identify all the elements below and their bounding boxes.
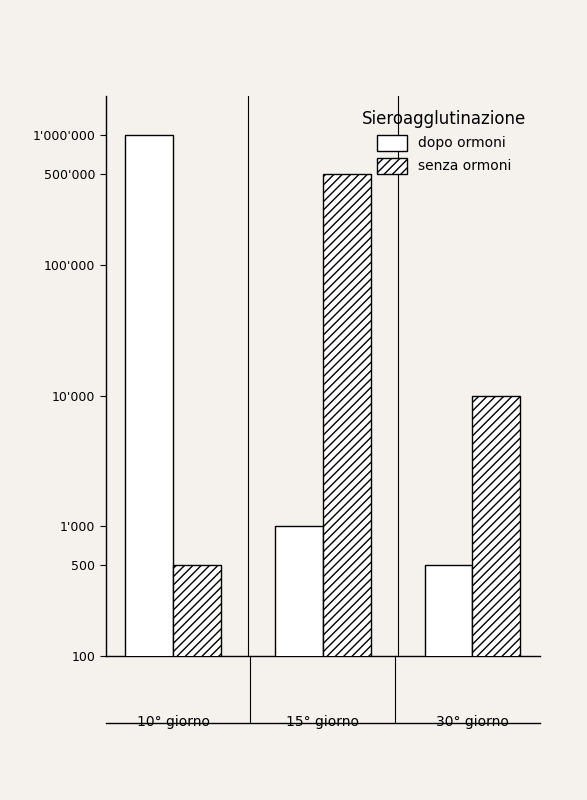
- Bar: [424, 565, 473, 800]
- Bar: [275, 526, 323, 800]
- Text: 10° giorno: 10° giorno: [137, 715, 210, 730]
- Bar: [323, 174, 371, 800]
- Text: 30° giorno: 30° giorno: [436, 715, 509, 730]
- Bar: [473, 395, 520, 800]
- Bar: [173, 565, 221, 800]
- Text: 15° giorno: 15° giorno: [286, 715, 359, 730]
- Bar: [126, 135, 173, 800]
- Legend: dopo ormoni, senza ormoni: dopo ormoni, senza ormoni: [355, 103, 533, 181]
